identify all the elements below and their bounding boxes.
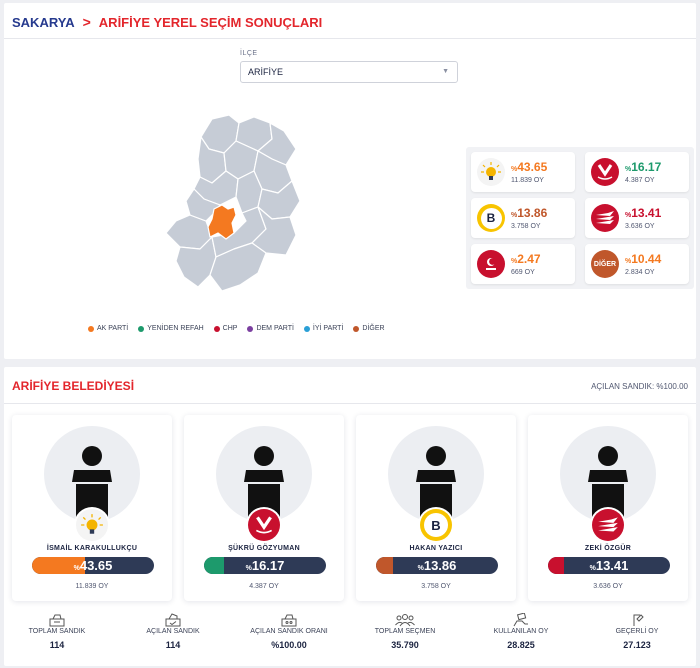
legend-dot-icon [247,325,254,332]
candidate-silhouette-icon [216,426,312,522]
vote-share-fill [548,557,565,574]
stat-total-ballot-boxes: TOPLAM SANDIK 114 [2,613,112,650]
stat-used-votes: KULLANILAN OY 28.825 [466,613,576,650]
legend-item-chp: CHP [213,325,237,332]
map-district-far-south[interactable] [209,242,267,292]
valid-vote-icon [633,614,644,626]
diger-logo: DİĞER [591,250,619,278]
candidate-votes: 11.839 OY [75,583,109,590]
vote-share-fill [204,557,224,574]
yeniden-refah-logo [248,509,280,541]
candidate-name: HAKAN YAZICI [409,545,463,552]
candidate-card[interactable]: ZEKİ ÖZGÜR %13.41 3.636 OY [528,415,688,601]
district-select-label: İLÇE [240,50,258,57]
map-district-arifiye[interactable] [207,204,237,240]
chp-arrows-logo [591,204,619,232]
hand-vote-icon [513,613,528,627]
stat-opened-ballot-boxes: AÇILAN SANDIK 114 [118,613,228,650]
district-select-value: ARİFİYE [248,67,284,77]
candidate-card[interactable]: İSMAİL KARAKULLUKÇU %43.65 11.839 OY [12,415,172,601]
b-letter-logo: B [477,204,505,232]
candidate-silhouette-icon [560,426,656,522]
chevron-right-icon: > [82,14,91,30]
legend-item-ak-parti: AK PARTİ [88,325,128,332]
party-card-b[interactable]: B %13.86 3.758 OY [471,198,575,238]
party-results-grid: %43.65 11.839 OY %16.17 4.387 OY B %13.8… [466,147,694,289]
legend-item-dem-parti: DEM PARTİ [247,325,294,332]
municipality-title: ARİFİYE BELEDİYESİ [12,379,135,393]
page-title: ARİFİYE YEREL SEÇİM SONUÇLARI [98,14,323,30]
legend-item-iyi-parti: İYİ PARTİ [303,325,343,332]
vote-share-bar: %13.41 [548,557,670,574]
candidate-name: İSMAİL KARAKULLUKÇU [46,545,138,552]
header-divider [4,38,696,39]
saadet-logo [477,250,505,278]
party-card-saadet[interactable]: %2.47 669 OY [471,244,575,284]
ballot-ratio-icon [281,614,297,627]
ballot-box-icon [49,614,65,627]
municipality-panel: ARİFİYE BELEDİYESİ AÇILAN SANDIK: %100.0… [4,367,696,666]
stat-opened-ballot-ratio: AÇILAN SANDIK ORANI %100.00 [234,613,344,650]
district-map [165,114,301,292]
breadcrumb: SAKARYA > ARİFİYE YEREL SEÇİM SONUÇLARI [12,11,322,33]
chevron-down-icon: ▼ [442,68,449,75]
candidate-silhouette-icon [388,426,484,522]
district-select[interactable]: ARİFİYE ▼ [240,61,458,83]
b-letter-logo: B [420,509,452,541]
candidate-votes: 4.387 OY [249,583,279,590]
legend-item-diger: DİĞER [353,325,385,332]
candidate-card[interactable]: ŞÜKRÜ GÖZYUMAN %16.17 4.387 OY [184,415,344,601]
candidate-votes: 3.636 OY [593,583,623,590]
map-district-south-east[interactable] [251,206,297,256]
party-card-diger[interactable]: DİĞER %10.44 2.834 OY [585,244,689,284]
candidate-votes: 3.758 OY [421,583,451,590]
section-divider [4,403,696,404]
party-card-ak-parti[interactable]: %43.65 11.839 OY [471,152,575,192]
candidate-name: ZEKİ ÖZGÜR [584,545,632,552]
legend-dot-icon [353,325,360,332]
vote-share-fill [32,557,86,574]
candidate-silhouette-icon [44,426,140,522]
party-card-chp[interactable]: %13.41 3.636 OY [585,198,689,238]
vote-share-bar: %43.65 [32,557,154,574]
open-ballot-box-icon [165,613,181,627]
chp-arrows-logo [592,509,624,541]
breadcrumb-province-link[interactable]: SAKARYA [12,14,75,30]
legend-dot-icon [88,325,94,332]
vote-share-fill [376,557,393,574]
candidate-name: ŞÜKRÜ GÖZYUMAN [228,545,300,552]
map-district-west-mid[interactable] [185,188,221,222]
opened-ballot-ratio: AÇILAN SANDIK: %100.00 [591,382,688,391]
party-card-yeniden-refah[interactable]: %16.17 4.387 OY [585,152,689,192]
candidate-card[interactable]: B HAKAN YAZICI %13.86 3.758 OY [356,415,516,601]
legend-item-yeniden-refah: YENİDEN REFAH [138,325,204,332]
vote-share-bar: %16.17 [204,557,326,574]
map-panel: SAKARYA > ARİFİYE YEREL SEÇİM SONUÇLARI … [4,3,696,359]
akp-bulb-icon [477,158,505,186]
voters-group-icon [395,614,415,627]
map-legend: AK PARTİ YENİDEN REFAH CHP DEM PARTİ İYİ… [88,325,385,332]
akp-bulb-icon [76,509,108,541]
legend-dot-icon [303,325,310,332]
vote-share-bar: %13.86 [376,557,498,574]
yeniden-refah-logo [591,158,619,186]
legend-dot-icon [138,325,145,332]
legend-dot-icon [213,325,220,332]
stat-total-voters: TOPLAM SEÇMEN 35.790 [350,613,460,650]
stat-valid-votes: GEÇERLİ OY 27.123 [582,613,692,650]
